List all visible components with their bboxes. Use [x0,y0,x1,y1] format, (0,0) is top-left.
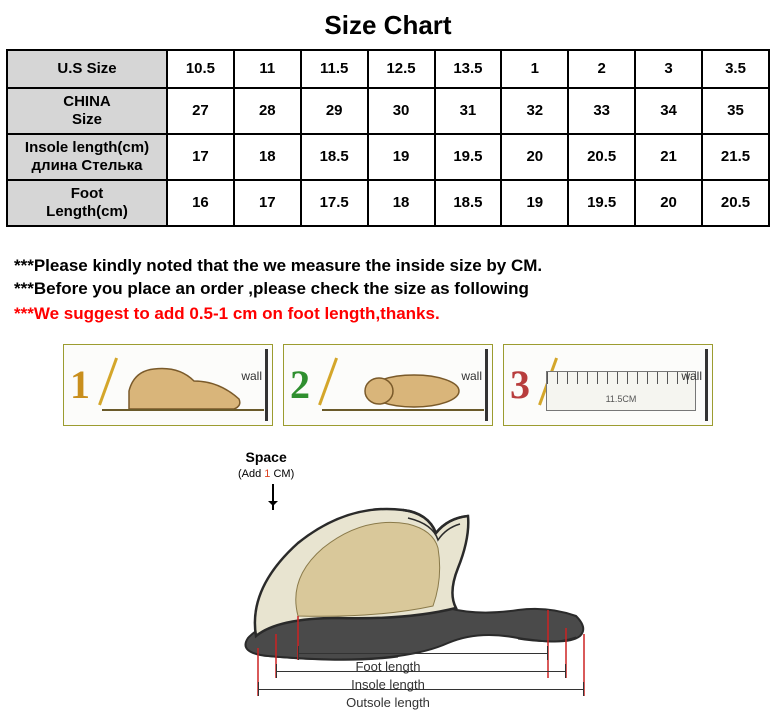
cell: 28 [234,88,301,134]
cell: 2 [568,50,635,88]
cell: 35 [702,88,769,134]
wall-line [705,349,708,421]
ruler-icon: 11.5CM [546,371,696,411]
cell: 12.5 [368,50,435,88]
cell: 18.5 [301,134,368,180]
cell: 21.5 [702,134,769,180]
step-3: 3 11.5CM wall [503,344,713,426]
notes-block: ***Please kindly noted that the we measu… [0,227,776,330]
label-insole-length: Insole length [148,677,628,692]
cell: 29 [301,88,368,134]
step-1: 1 wall [63,344,273,426]
cell: 19.5 [568,180,635,226]
cell: 10.5 [167,50,234,88]
cell: 11.5 [301,50,368,88]
cell: 1 [501,50,568,88]
cell: 17 [234,180,301,226]
pencil-icon [98,357,118,405]
cell: 20.5 [702,180,769,226]
base-line [102,409,264,411]
row-header-us: U.S Size [7,50,167,88]
cell: 33 [568,88,635,134]
cell: 20.5 [568,134,635,180]
step-number: 1 [70,361,100,408]
cell: 18.5 [435,180,502,226]
label-outsole-length: Outsole length [148,695,628,710]
cell: 32 [501,88,568,134]
shoe-diagram: Space (Add 1 CM) Foot length Insole leng… [148,438,628,718]
cell: 18 [234,134,301,180]
cell: 27 [167,88,234,134]
ruler-text: 11.5CM [547,394,695,404]
cell: 16 [167,180,234,226]
cell: 21 [635,134,702,180]
wall-label: wall [461,369,482,383]
foot-length-bar [298,646,548,660]
cell: 20 [635,180,702,226]
row-header-foot: Foot Length(cm) [7,180,167,226]
size-table: U.S Size 10.5 11 11.5 12.5 13.5 1 2 3 3.… [6,49,770,227]
measure-steps: 1 wall 2 wall 3 11.5CM wall [0,344,776,426]
wall-line [485,349,488,421]
wall-label: wall [241,369,262,383]
foot-side-icon [124,361,244,411]
cell: 17.5 [301,180,368,226]
base-line [322,409,484,411]
cell: 17 [167,134,234,180]
cell: 3.5 [702,50,769,88]
wall-label: wall [681,369,702,383]
note-line-1: ***Please kindly noted that the we measu… [14,255,762,278]
cell: 19.5 [435,134,502,180]
step-number: 2 [290,361,320,408]
cell: 3 [635,50,702,88]
row-header-china: CHINA Size [7,88,167,134]
page-title: Size Chart [0,0,776,49]
foot-top-icon [344,361,464,411]
cell: 13.5 [435,50,502,88]
step-2: 2 wall [283,344,493,426]
cell: 30 [368,88,435,134]
wall-line [265,349,268,421]
cell: 31 [435,88,502,134]
row-header-insole: Insole length(cm) длина Стелька [7,134,167,180]
cell: 11 [234,50,301,88]
cell: 20 [501,134,568,180]
note-line-3: ***We suggest to add 0.5-1 cm on foot le… [14,303,762,326]
cell: 19 [501,180,568,226]
cell: 34 [635,88,702,134]
label-foot-length: Foot length [148,659,628,674]
pencil-icon [318,357,338,405]
cell: 18 [368,180,435,226]
cell: 19 [368,134,435,180]
note-line-2: ***Before you place an order ,please che… [14,278,762,301]
step-number: 3 [510,361,540,408]
